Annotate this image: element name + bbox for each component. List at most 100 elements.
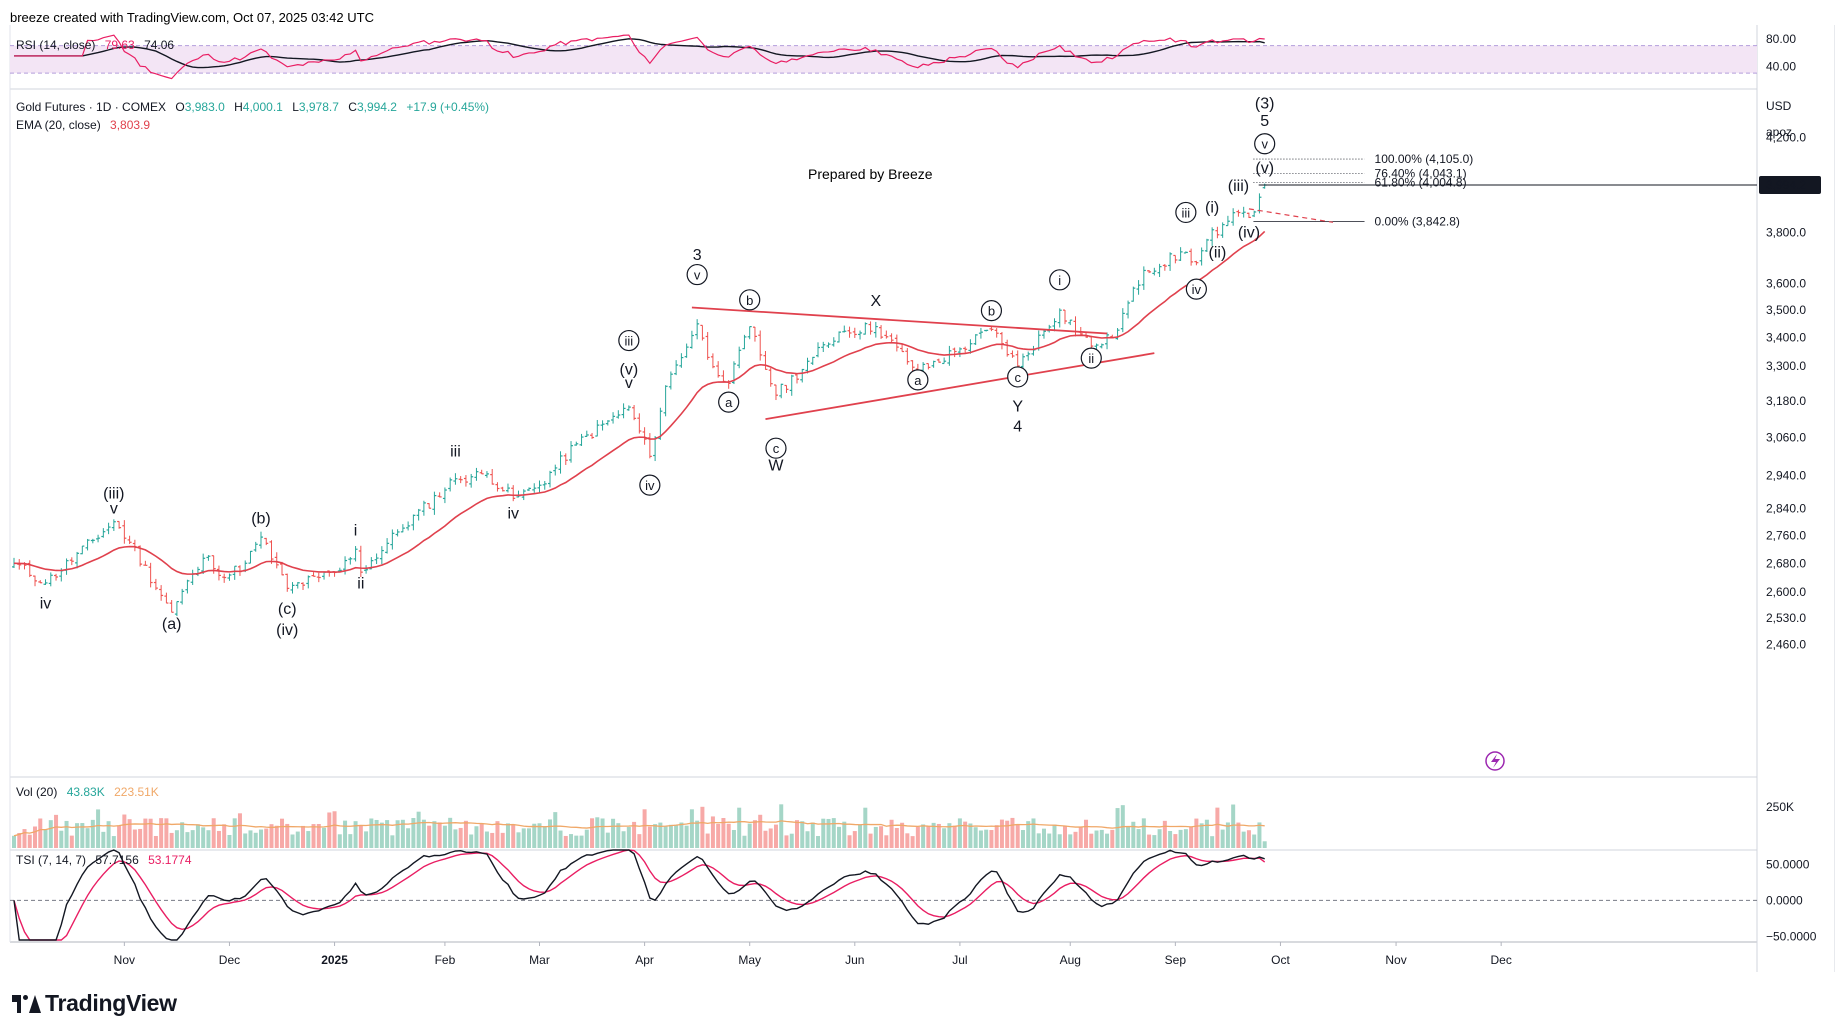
volume-bar	[684, 825, 689, 848]
volume-bar	[1204, 819, 1209, 848]
volume-bar	[379, 822, 384, 848]
volume-bar	[1189, 826, 1194, 848]
volume-bar	[264, 828, 269, 848]
volume-bar	[553, 812, 558, 848]
wave-label: iv	[40, 596, 52, 613]
volume-bar	[348, 834, 353, 848]
price-tick: 2,530.0	[1766, 611, 1806, 625]
volume-bar	[968, 823, 973, 848]
volume-bar	[805, 831, 810, 848]
volume-bar	[12, 835, 16, 848]
volume-bar	[132, 829, 137, 848]
wave-label-circle	[618, 329, 640, 352]
volume-bar	[33, 826, 38, 848]
volume-bar	[752, 820, 757, 848]
wave-label-circle	[1007, 366, 1029, 388]
volume-bar	[879, 826, 884, 848]
volume-bar	[1246, 830, 1251, 848]
wave-label-circle	[765, 437, 787, 459]
volume-bar	[427, 825, 432, 848]
volume-bar	[942, 828, 947, 848]
volume-bar	[64, 820, 69, 848]
volume-bar	[595, 817, 600, 848]
volume-bar	[905, 833, 910, 848]
fib-level-label: 100.00% (4,105.0)	[1375, 152, 1474, 166]
wave-label: (ii)	[1209, 245, 1227, 262]
currency-label: USD	[1766, 99, 1792, 113]
volume-bar	[1041, 828, 1046, 848]
volume-bar	[1026, 821, 1031, 848]
volume-bar	[1099, 829, 1104, 848]
wave-label-circle	[980, 300, 1003, 322]
volume-bar	[185, 832, 190, 848]
volume-bar	[590, 818, 595, 848]
volume-bar	[211, 818, 216, 848]
volume-bar	[1078, 827, 1083, 848]
volume-bar	[658, 822, 663, 848]
volume-bar	[689, 809, 694, 848]
price-tick: 3,060.0	[1766, 431, 1806, 445]
volume-bar	[894, 827, 899, 848]
fib-level-label: 0.00% (3,842.8)	[1375, 215, 1460, 229]
tsi-signal-legend-value: 53.1774	[148, 853, 192, 867]
wave-label-circle	[1049, 269, 1071, 291]
volume-bar	[22, 829, 27, 848]
volume-bar	[873, 826, 878, 848]
wave-label: (b)	[251, 510, 271, 527]
volume-bar	[54, 814, 59, 848]
volume-bar	[222, 824, 227, 848]
volume-bar	[311, 824, 316, 848]
lightning-icon[interactable]	[1485, 751, 1505, 771]
volume-bar	[227, 834, 232, 848]
svg-text:TSI (7, 14, 7) 57.7156: TSI (7, 14, 7) 57.7156 53.1774	[16, 853, 192, 867]
volume-bar	[737, 807, 742, 848]
volume-bar	[1220, 829, 1225, 848]
time-tick-label: Oct	[1271, 953, 1290, 967]
volume-bar	[458, 827, 463, 848]
rsi-tick: 40.00	[1766, 59, 1796, 73]
volume-bar	[900, 822, 905, 848]
volume-bar	[174, 830, 179, 848]
volume-bar	[579, 835, 584, 848]
volume-bar	[1215, 807, 1220, 848]
price-scale[interactable]: USD apoz 4,200.0 3,800.0 3,600.0 3,500.0 3,4…	[1759, 32, 1821, 944]
volume-bar	[59, 830, 64, 848]
volume-bar	[201, 827, 206, 848]
volume-bar	[437, 822, 442, 848]
volume-ma-line	[13, 820, 1265, 837]
fib-level-label: 76.40% (4,043.1)	[1375, 166, 1467, 180]
candlestick-series	[12, 183, 1267, 617]
vol-legend-label: Vol (20)	[16, 785, 57, 799]
volume-bar	[406, 828, 411, 848]
tsi-signal-line	[13, 849, 1266, 941]
price-tick: 2,840.0	[1766, 501, 1806, 515]
volume-bar	[747, 823, 752, 848]
volume-bar	[1020, 830, 1025, 848]
volume-bar	[1010, 817, 1015, 848]
volume-bar	[75, 823, 80, 848]
triangle-upper-line[interactable]	[691, 306, 1108, 335]
volume-bar	[794, 820, 799, 848]
price-tick: 2,460.0	[1766, 637, 1806, 651]
volume-bar	[374, 819, 379, 848]
volume-bar	[647, 826, 652, 848]
volume-bar	[469, 834, 474, 848]
volume-bar	[526, 828, 531, 848]
time-axis[interactable]: Nov Dec 2025 Feb Mar Apr May Jun Jul Aug Sep Oct Nov…	[114, 942, 1512, 967]
volume-bar	[1141, 818, 1146, 848]
volume-bar	[164, 818, 169, 848]
price-tick: 3,600.0	[1766, 277, 1806, 291]
volume-bar	[1168, 831, 1173, 848]
volume-bar	[621, 831, 626, 848]
volume-bar	[511, 824, 516, 848]
volume-bar	[637, 834, 642, 848]
volume-bar	[316, 823, 321, 848]
volume-bar	[653, 824, 658, 848]
wave-label: c	[773, 441, 780, 456]
time-tick-label: Feb	[435, 953, 456, 967]
volume-bar	[490, 832, 495, 848]
wave-label-circle	[1254, 133, 1276, 155]
volume-bar	[285, 823, 290, 848]
volume-bar	[243, 833, 248, 848]
